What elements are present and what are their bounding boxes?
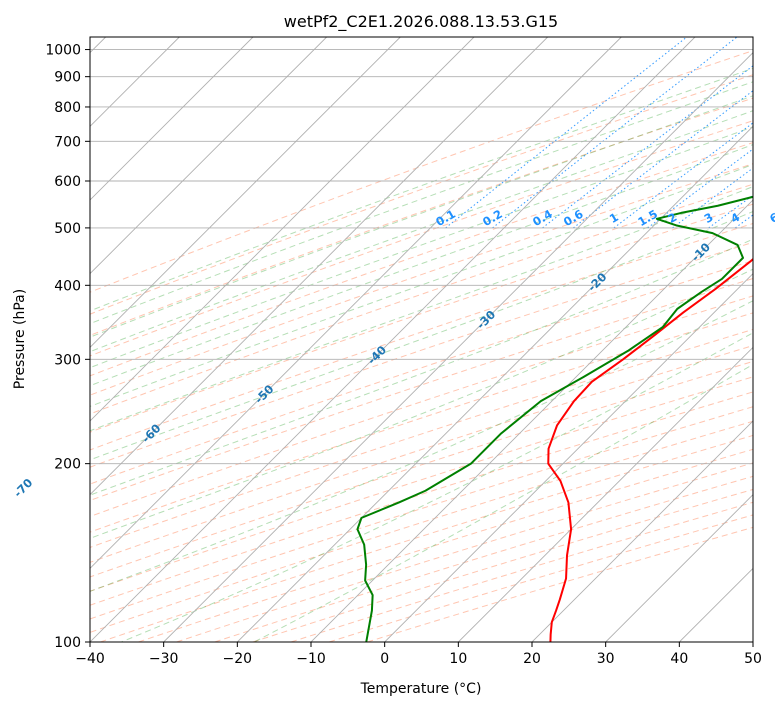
isotherm-line	[90, 37, 254, 201]
x-tick-label: −20	[223, 651, 253, 667]
x-tick-label: 30	[597, 651, 615, 667]
dry-adiabat	[90, 183, 753, 415]
y-axis-label: Pressure (hPa)	[12, 289, 28, 389]
chart-title: wetPf2_C2E1.2026.088.13.53.G15	[284, 12, 558, 32]
moist-adiabat	[90, 81, 753, 325]
isotherm-line	[605, 494, 753, 642]
y-tick-label: 500	[54, 221, 81, 237]
dry-adiabat	[290, 501, 753, 642]
mixing-ratio-line	[613, 122, 753, 229]
moist-adiabat	[90, 268, 753, 539]
isotherm-line	[90, 37, 696, 642]
dry-adiabat	[90, 328, 753, 548]
isotherm-line	[90, 37, 475, 422]
mixing-ratio-line	[542, 65, 753, 229]
moist-adiabat	[254, 363, 753, 642]
dry-adiabat	[90, 142, 753, 377]
dry-adiabat	[90, 376, 753, 592]
x-tick-label: 20	[523, 651, 541, 667]
y-tick-label: 300	[54, 352, 81, 368]
dry-adiabat	[90, 406, 753, 620]
dry-adiabat	[367, 526, 753, 642]
y-tick-label: 800	[54, 100, 81, 116]
mixing-ratio-line	[672, 167, 753, 229]
dry-adiabat	[176, 462, 753, 642]
x-tick-label: −40	[75, 651, 105, 667]
moist-adiabat	[90, 67, 753, 312]
isotherm-line	[90, 37, 622, 569]
x-tick-label: 50	[744, 651, 762, 667]
moist-adiabat	[90, 186, 753, 432]
mixing-ratio-label: 6	[767, 210, 775, 226]
dry-adiabat	[90, 277, 753, 501]
x-tick-label: −10	[296, 651, 326, 667]
y-tick-label: 900	[54, 70, 81, 86]
axis-ticks: −40 −30 −20 −10 0 10 20 30 40 50 1000 900 800 700 600 5…	[45, 43, 762, 667]
moist-adiabat	[90, 144, 753, 387]
plot-frame	[89, 36, 754, 643]
moist-adiabat	[90, 300, 753, 592]
dry-adiabat	[90, 312, 753, 533]
y-tick-label: 200	[54, 457, 81, 473]
x-tick-label: 40	[670, 651, 688, 667]
isotherm-line	[163, 52, 753, 642]
y-tick-label: 600	[54, 174, 81, 190]
y-tick-label: 100	[54, 635, 81, 651]
x-tick-label: 10	[449, 651, 467, 667]
isotherm-line	[90, 37, 548, 496]
dry-adiabat	[100, 434, 753, 642]
moist-adiabat	[121, 332, 753, 642]
moist-adiabat	[90, 95, 753, 338]
dry-adiabat	[90, 360, 753, 578]
grid-lines	[90, 37, 753, 642]
isotherm-line	[310, 199, 753, 642]
isotherm-line	[458, 346, 753, 642]
dewpoint-profile-line	[356, 195, 753, 642]
x-tick-label: 0	[380, 651, 389, 667]
dry-adiabat	[90, 120, 753, 357]
isotherm-line	[90, 37, 327, 275]
background-lines	[90, 37, 753, 642]
dry-adiabat	[90, 222, 753, 451]
y-tick-label: 1000	[45, 43, 81, 59]
x-axis-label: Temperature (°C)	[360, 681, 482, 697]
isotherm-line	[237, 125, 753, 642]
x-tick-label: −30	[149, 651, 179, 667]
dry-adiabat	[214, 475, 753, 642]
dry-adiabat	[90, 50, 753, 293]
mixing-ratio-line	[445, 37, 688, 229]
moist-adiabat	[90, 163, 753, 407]
isotherm-line	[90, 37, 401, 348]
mixing-ratio-line	[572, 90, 753, 229]
dry-adiabat	[90, 241, 753, 468]
isotherm-line	[384, 273, 753, 642]
y-tick-label: 400	[54, 278, 81, 294]
moist-adiabat	[90, 238, 753, 496]
y-tick-label: 700	[54, 134, 81, 150]
mixing-ratio-line	[647, 148, 753, 229]
temperature-profile-line	[547, 257, 753, 642]
profiles	[356, 195, 753, 642]
isotherm-line	[531, 420, 753, 642]
